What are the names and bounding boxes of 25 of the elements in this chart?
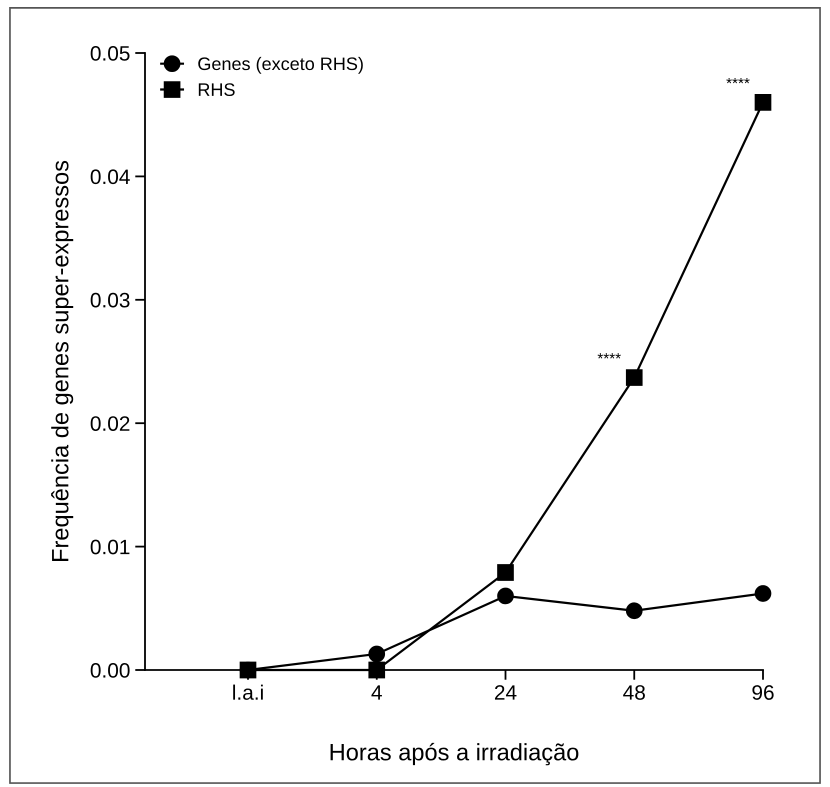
legend-label: Genes (exceto RHS) xyxy=(198,56,363,74)
point xyxy=(368,646,386,662)
x-tick-label: 48 xyxy=(623,685,645,700)
y-tick-label: 0.05 xyxy=(90,46,130,61)
point xyxy=(626,602,643,620)
y-tick-label: 0.04 xyxy=(90,169,130,184)
point xyxy=(626,369,643,386)
y-tick-label: 0.02 xyxy=(90,416,130,431)
point xyxy=(497,588,514,604)
y-tick-label: 0.01 xyxy=(90,540,130,554)
x-tick-label: 4 xyxy=(371,685,382,700)
legend-label: RHS xyxy=(198,83,235,96)
point xyxy=(754,585,772,602)
annotation: **** xyxy=(598,353,621,359)
point xyxy=(497,564,514,581)
y-axis-title: Frequência de genes super-expressos xyxy=(51,160,74,562)
x-tick-label: 96 xyxy=(752,685,774,700)
x-axis-title: Horas após a irradiação xyxy=(330,742,578,766)
y-tick-label: 0.00 xyxy=(90,663,130,678)
point xyxy=(368,662,386,678)
point xyxy=(754,94,772,111)
x-tick-label: 24 xyxy=(494,685,516,700)
annotation: **** xyxy=(726,78,750,84)
y-tick-label: 0.03 xyxy=(90,292,130,308)
x-tick-label: l.a.i xyxy=(233,684,263,700)
